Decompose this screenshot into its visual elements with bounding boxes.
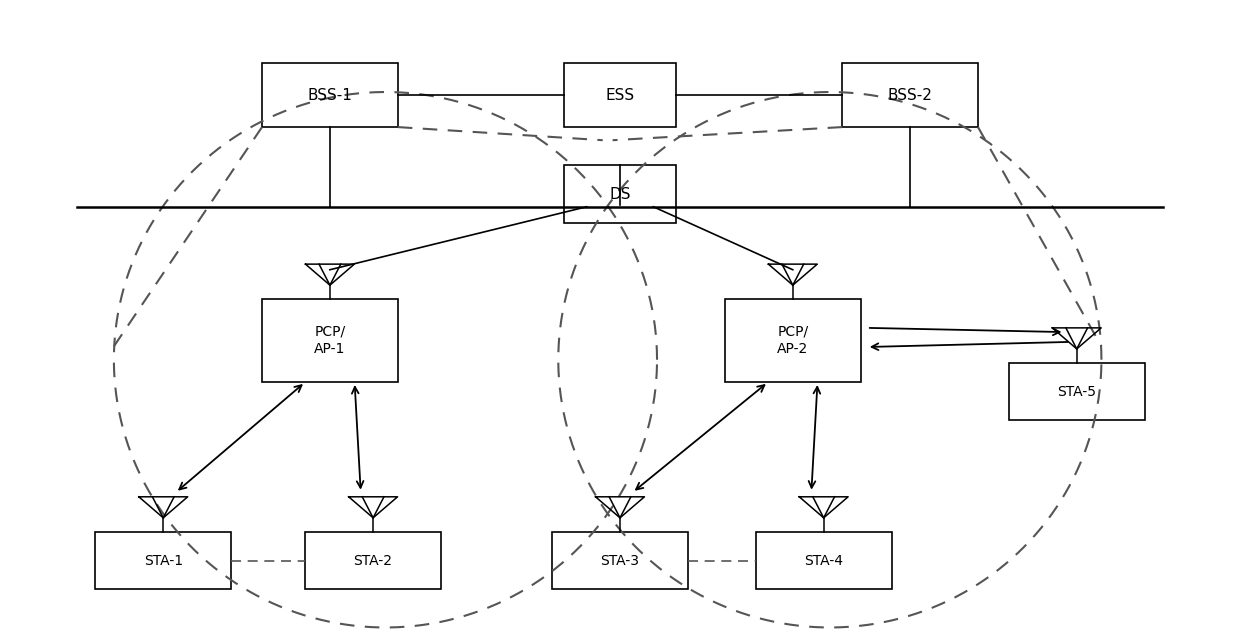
Bar — [756, 532, 892, 589]
Text: STA-2: STA-2 — [353, 554, 393, 568]
Text: STA-4: STA-4 — [805, 554, 843, 568]
Text: BSS-2: BSS-2 — [888, 87, 932, 103]
Bar — [262, 299, 398, 382]
Text: PCP/
AP-1: PCP/ AP-1 — [314, 325, 346, 356]
Bar — [842, 63, 978, 127]
Bar — [305, 532, 441, 589]
Text: BSS-1: BSS-1 — [308, 87, 352, 103]
Text: STA-3: STA-3 — [600, 554, 640, 568]
Bar — [552, 532, 688, 589]
Bar — [262, 63, 398, 127]
Bar — [725, 299, 861, 382]
Bar — [95, 532, 231, 589]
Text: DS: DS — [609, 186, 631, 201]
Text: STA-1: STA-1 — [144, 554, 182, 568]
Bar — [564, 165, 676, 222]
Bar — [1009, 363, 1145, 421]
Bar — [564, 63, 676, 127]
Text: PCP/
AP-2: PCP/ AP-2 — [777, 325, 808, 356]
Text: STA-5: STA-5 — [1058, 385, 1096, 399]
Text: ESS: ESS — [605, 87, 635, 103]
